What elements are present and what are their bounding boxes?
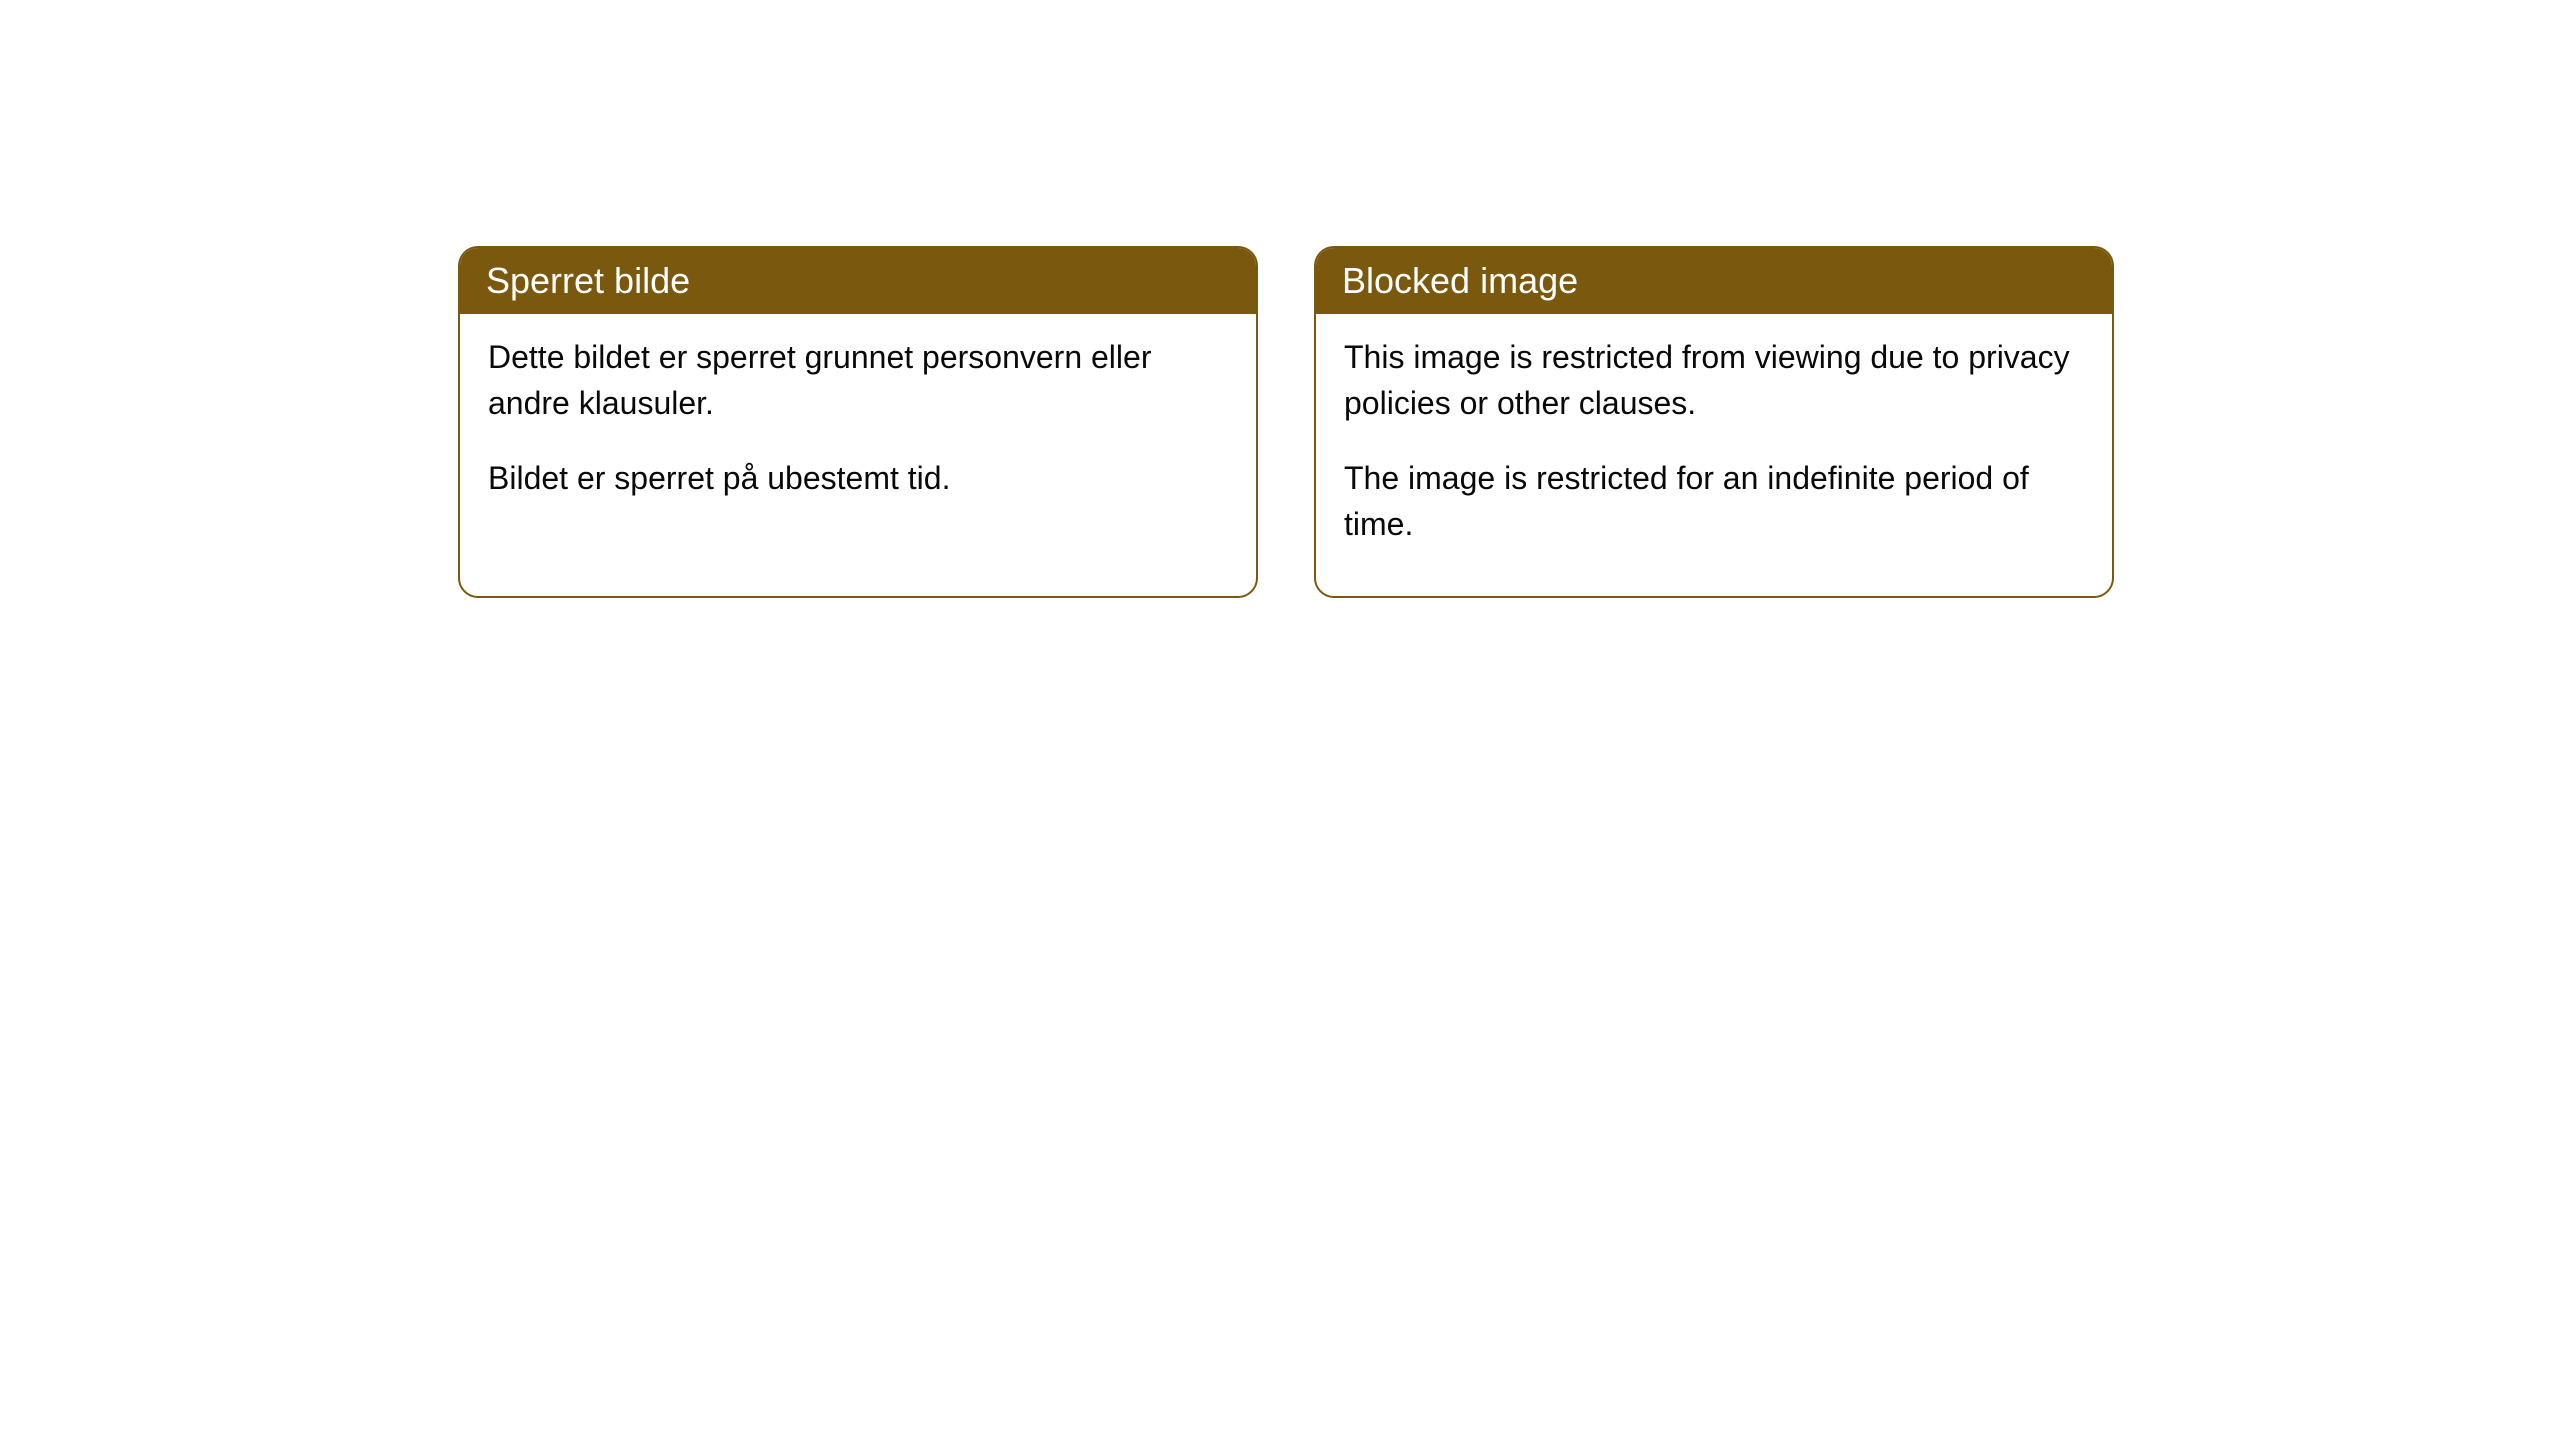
card-body-en: This image is restricted from viewing du…	[1316, 314, 2112, 596]
card-row: Sperret bilde Dette bildet er sperret gr…	[0, 0, 2560, 598]
card-header-en: Blocked image	[1316, 248, 2112, 314]
card-text-en-1: This image is restricted from viewing du…	[1344, 334, 2084, 427]
card-text-en-2: The image is restricted for an indefinit…	[1344, 455, 2084, 548]
blocked-image-card-en: Blocked image This image is restricted f…	[1314, 246, 2114, 598]
card-body-no: Dette bildet er sperret grunnet personve…	[460, 314, 1256, 549]
card-header-no: Sperret bilde	[460, 248, 1256, 314]
card-text-no-1: Dette bildet er sperret grunnet personve…	[488, 334, 1228, 427]
blocked-image-card-no: Sperret bilde Dette bildet er sperret gr…	[458, 246, 1258, 598]
card-text-no-2: Bildet er sperret på ubestemt tid.	[488, 455, 1228, 501]
